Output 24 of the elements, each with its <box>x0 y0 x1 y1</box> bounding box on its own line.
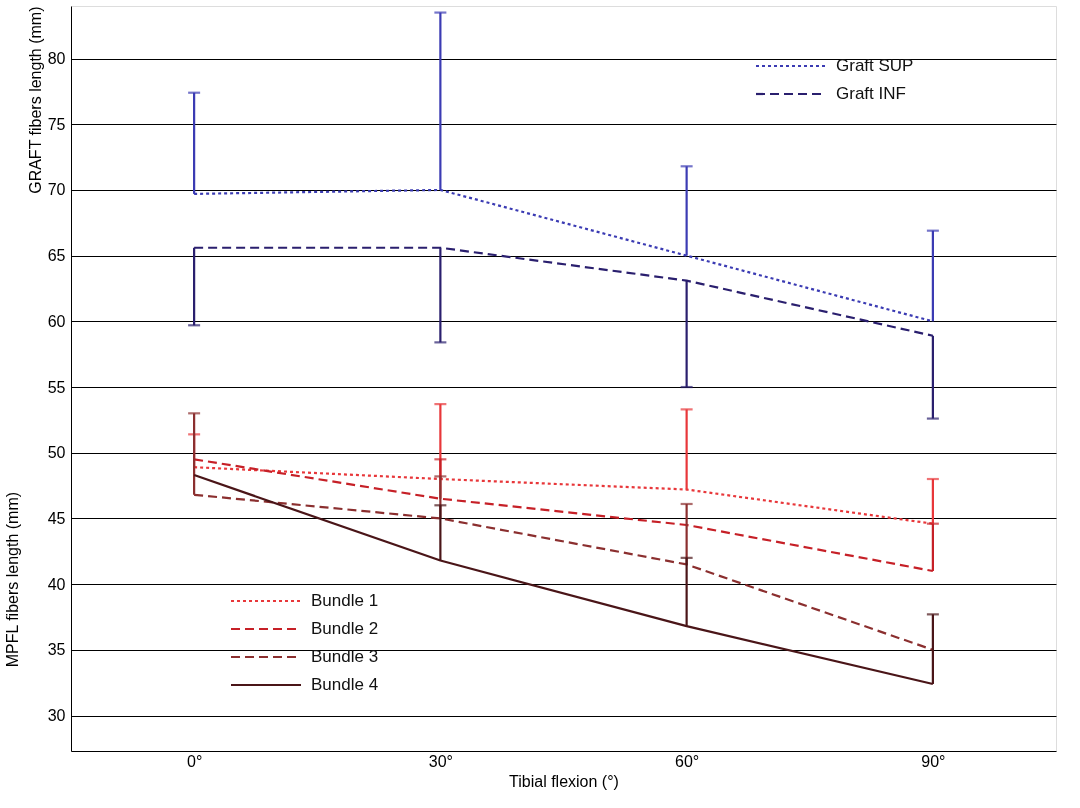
text: MPFL fibers length (mm) <box>4 491 21 668</box>
legend-label: Graft INF <box>836 84 906 103</box>
legend-label: Bundle 1 <box>311 591 379 610</box>
y-tick-label: 45 <box>47 509 66 527</box>
x-tick-label: 30° <box>428 752 453 770</box>
legend-label: Graft SUP <box>836 56 914 75</box>
legend-label: Bundle 3 <box>311 647 379 666</box>
y-tick-label: 65 <box>47 247 66 265</box>
x-tick-label: 0° <box>186 752 203 770</box>
x-tick-label: 60° <box>675 752 700 770</box>
x-tick-label: 90° <box>921 752 946 770</box>
y-tick-label: 55 <box>47 378 66 396</box>
y-tick-label: 30 <box>47 707 66 725</box>
y-tick-label: 75 <box>47 115 66 133</box>
y-tick-label: 35 <box>47 641 66 659</box>
y-tick-label: 40 <box>47 575 66 593</box>
y-tick-label: 60 <box>47 312 66 330</box>
y-tick-label: 80 <box>47 50 66 68</box>
legend-label: Bundle 2 <box>311 619 379 638</box>
legend-label: Bundle 4 <box>311 675 379 694</box>
y-axis-title: GRAFT fibers length (mm) <box>26 6 44 194</box>
y-tick-label: 50 <box>47 444 66 462</box>
x-axis-title: Tibial flexion (°) <box>509 772 619 790</box>
y-tick-label: 70 <box>47 181 66 199</box>
